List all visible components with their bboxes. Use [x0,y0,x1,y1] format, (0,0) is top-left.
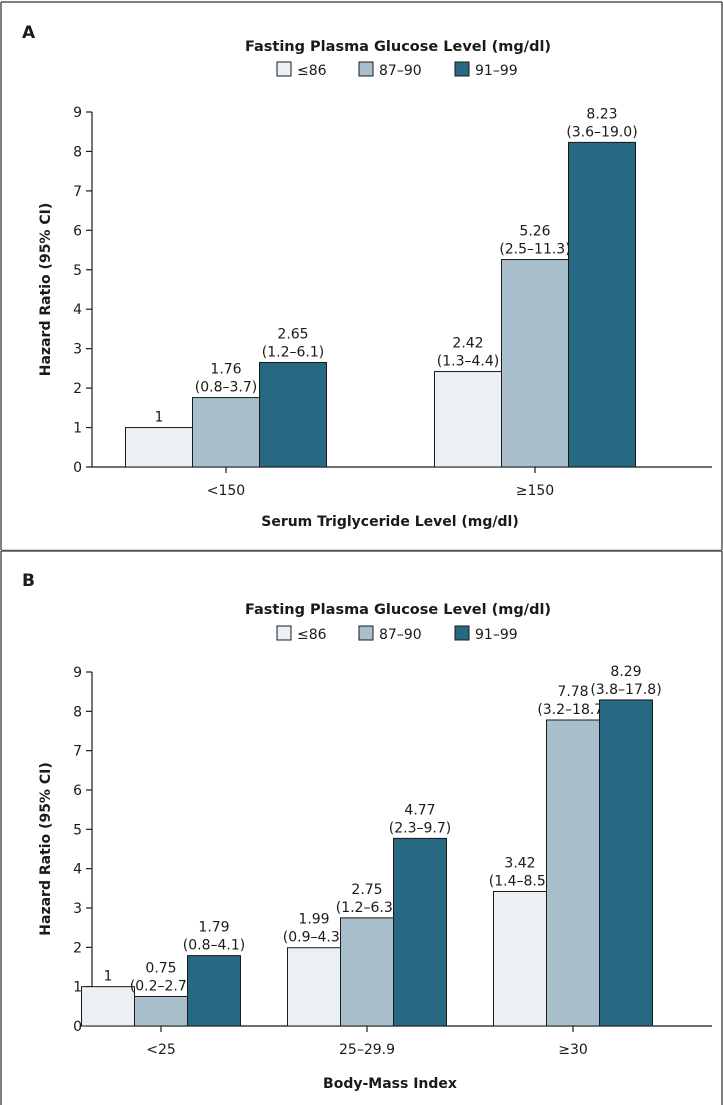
panel-b-category-label: 25–29.9 [339,1042,395,1058]
panel-b-data-label: (0.9–4.3) [283,930,345,946]
panel-b-chart: 0 1 2 3 4 5 6 7 8 9 Hazard Ratio (95% CI) 1 0.75 (0.2… [38,664,712,1092]
panel-b-legend-label-2: 87–90 [379,627,422,643]
panel-a-data-label: (1.2–6.1) [262,344,324,360]
panel-b-legend-label-3: 91–99 [475,627,518,643]
panel-a-legend-swatch-1 [276,61,292,77]
panel-a-category-label: ≥150 [516,483,554,499]
panel-b-bar [340,917,394,1027]
panel-a-data-label: (1.3–4.4) [437,354,499,370]
panel-b-bar [493,890,547,1027]
panel-b-data-label: 1.99 [298,912,329,928]
panel-a-bar [434,371,502,468]
panel-a-legend-label-3: 91–99 [475,63,518,79]
panel-b-data-label: 7.78 [557,684,588,700]
panel-a-y-tick-label: 2 [73,381,82,397]
panel-a-data-label: (0.8–3.7) [195,380,257,396]
panel-a-data-label: (3.6–19.0) [566,124,637,140]
panel-a-data-label: 8.23 [586,106,617,122]
panel-a-y-tick-label: 5 [73,263,82,279]
panel-a-data-label: 1 [155,410,164,426]
panel-b-data-label: 2.75 [351,882,382,898]
panel-b-data-label: 1.79 [198,920,229,936]
panel-b-category-label: <25 [146,1042,176,1058]
panel-b-y-tick-label: 6 [73,783,82,799]
panel-a-data-label: 1.76 [210,362,241,378]
panel-a-y-tick-label: 6 [73,223,82,239]
panel-b-bar [81,986,135,1027]
panel-b-y-axis-title: Hazard Ratio (95% CI) [38,762,54,935]
panel-b-category-label: ≥30 [558,1042,588,1058]
panel-b-legend-swatch-1 [276,625,292,641]
panel-b-legend-title: Fasting Plasma Glucose Level (mg/dl) [245,602,551,618]
panel-b-data-label: (3.8–17.8) [590,682,661,698]
panel-b-bar [546,719,600,1027]
panel-b-y-tick-label: 8 [73,704,82,720]
panel-b-bar [393,837,447,1027]
panel-a-legend-swatch-3 [454,61,470,77]
panel-b-data-label: 8.29 [610,664,641,680]
panel-b-y-tick-label: 4 [73,862,82,878]
panel-b-data-label: (1.4–8.5) [489,873,551,889]
panel-a-y-tick-label: 9 [73,105,82,121]
panel-a-data-label: 2.65 [277,326,308,342]
panel-b-y-tick-label: 1 [73,980,82,996]
panel-a-y-axis-title: Hazard Ratio (95% CI) [38,203,54,376]
panel-a-legend: ≤86 87–90 91–99 [276,61,518,79]
panel-a-y-tick-label: 1 [73,421,82,437]
panel-a-bar [192,397,260,468]
panel-a-legend-swatch-2 [358,61,374,77]
panel-b-data-label: 3.42 [504,855,535,871]
panel-a-x-axis-title: Serum Triglyceride Level (mg/dl) [261,514,519,530]
panel-a-y-tick-label: 8 [73,144,82,160]
panel-a-bar [125,427,193,468]
panel-b-y-tick-label: 2 [73,940,82,956]
panel-a-legend-label-1: ≤86 [297,63,327,79]
panel-a-y-tick-label: 0 [73,460,82,476]
panel-b-legend-swatch-3 [454,625,470,641]
panel-b-legend: ≤86 87–90 91–99 [276,625,518,643]
panel-a-bar [501,259,569,468]
panel-a-bar [568,141,636,468]
panel-a-chart: 0 1 2 3 4 5 6 7 8 9 Hazard Ratio (95% CI) 1 1.76 (0.8… [38,105,712,530]
panel-b-y-tick-label: 9 [73,665,82,681]
panel-b-legend-swatch-2 [358,625,374,641]
panel-b-y-tick-label: 5 [73,822,82,838]
panel-b-bar [187,955,241,1027]
panel-a-category-label: <150 [207,483,245,499]
panel-b-bar [134,996,188,1027]
panel-a-y-tick-label: 4 [73,302,82,318]
panel-a-legend-label-2: 87–90 [379,63,422,79]
panel-b-data-label: (2.3–9.7) [389,820,451,836]
panel-b-data-label: (0.2–2.7) [130,979,192,995]
panel-b-data-label: 0.75 [145,961,176,977]
panel-b-letter: B [22,571,35,591]
panel-b-legend-label-1: ≤86 [297,627,327,643]
panel-b-bar [287,947,341,1027]
panel-a-legend-title: Fasting Plasma Glucose Level (mg/dl) [245,39,551,55]
panel-b-data-label: 1 [104,969,113,985]
panel-a-y-tick-label: 7 [73,184,82,200]
panel-a-y-tick-label: 3 [73,342,82,358]
panel-b-y-tick-label: 3 [73,901,82,917]
panel-a-data-label: 2.42 [452,336,483,352]
panel-b-data-label: (3.2–18.7) [537,702,608,718]
panel-a-frame [0,1,723,550]
panel-b-bar [599,699,653,1027]
panel-b-data-label: 4.77 [404,802,435,818]
panel-a-letter: A [22,23,36,43]
panel-b-data-label: (0.8–4.1) [183,938,245,954]
panel-b-data-label: (1.2–6.3) [336,900,398,916]
panel-a-data-label: (2.5–11.3) [499,242,570,258]
panel-b-y-tick-label: 7 [73,744,82,760]
panel-b-x-axis-title: Body-Mass Index [323,1076,457,1092]
panel-b-y-tick-label: 0 [73,1019,82,1035]
panel-a-bar [259,361,327,468]
panel-a-data-label: 5.26 [519,224,550,240]
